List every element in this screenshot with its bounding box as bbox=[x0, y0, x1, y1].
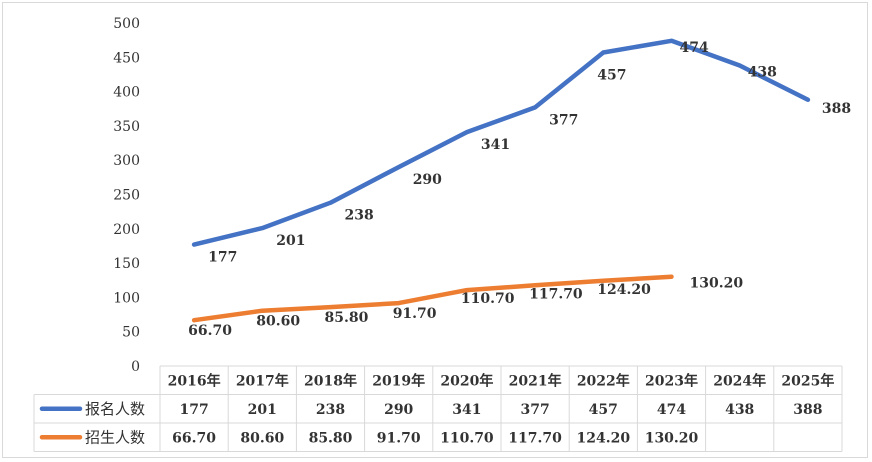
y-tick-label: 100 bbox=[113, 290, 140, 306]
table-header-cell: 2025年 bbox=[781, 372, 834, 389]
table-value-cell: 117.70 bbox=[508, 430, 562, 446]
table-value-cell: 388 bbox=[793, 402, 822, 418]
data-label: 388 bbox=[822, 101, 851, 117]
table-value-cell: 124.20 bbox=[577, 430, 631, 446]
table-value-cell: 110.70 bbox=[440, 430, 494, 446]
table-header-cell: 2023年 bbox=[645, 372, 698, 389]
data-label: 238 bbox=[345, 208, 374, 224]
data-table: 2016年 2017年 2018年 2019年 2020年 2021年 2022年 2023年… bbox=[33, 365, 843, 452]
table-header-cell: 2018年 bbox=[304, 372, 357, 389]
data-label: 117.70 bbox=[529, 286, 583, 302]
table-header-cell: 2016年 bbox=[168, 372, 221, 389]
table-value-cell: 290 bbox=[384, 402, 413, 418]
series-lines bbox=[191, 38, 811, 323]
data-label: 377 bbox=[549, 112, 578, 128]
data-label: 290 bbox=[413, 172, 442, 188]
table-value-cell: 474 bbox=[657, 402, 686, 418]
table-header-cell: 2020年 bbox=[440, 372, 493, 389]
data-label: 130.20 bbox=[690, 276, 744, 292]
data-label: 85.80 bbox=[325, 310, 369, 326]
legend-series-name: 招生人数 bbox=[85, 428, 145, 446]
data-label: 110.70 bbox=[461, 291, 515, 307]
table-value-cell: 80.60 bbox=[240, 430, 284, 446]
table-value-cell: 85.80 bbox=[309, 430, 353, 446]
y-tick-label: 400 bbox=[113, 85, 140, 101]
data-label: 474 bbox=[680, 40, 709, 56]
data-label: 177 bbox=[208, 250, 237, 266]
series-line-2 bbox=[191, 274, 674, 323]
y-axis: 0 50 100 150 200 250 300 350 400 450 500 bbox=[113, 16, 140, 375]
table-header-cell: 2021年 bbox=[509, 372, 562, 389]
y-tick-label: 200 bbox=[113, 222, 140, 238]
table-value-cell: 457 bbox=[589, 402, 618, 418]
y-tick-label: 50 bbox=[122, 325, 140, 341]
table-header-cell: 2022年 bbox=[577, 372, 630, 389]
table-value-cell: 377 bbox=[520, 402, 549, 418]
y-tick-label: 350 bbox=[113, 119, 140, 135]
table-value-cell: 201 bbox=[248, 402, 277, 418]
table-value-cell: 177 bbox=[179, 402, 208, 418]
data-label: 457 bbox=[597, 67, 626, 83]
table-value-cell: 66.70 bbox=[172, 430, 216, 446]
y-tick-label: 150 bbox=[113, 256, 140, 272]
data-label: 341 bbox=[481, 137, 510, 153]
series-line-1 bbox=[191, 38, 811, 247]
table-value-cell: 341 bbox=[452, 402, 481, 418]
y-tick-label: 0 bbox=[131, 359, 140, 375]
y-tick-label: 500 bbox=[113, 16, 140, 32]
legend-series-name: 报名人数 bbox=[85, 400, 145, 418]
data-label: 91.70 bbox=[393, 306, 437, 322]
data-label: 80.60 bbox=[256, 314, 300, 330]
table-header-cell: 2017年 bbox=[236, 372, 289, 389]
table-value-cell: 91.70 bbox=[377, 430, 421, 446]
data-labels: 177 201 238 290 341 377 457 474 438 388 66.70 80.60… bbox=[188, 40, 851, 339]
data-label: 124.20 bbox=[597, 282, 651, 298]
table-value-cell: 238 bbox=[316, 402, 345, 418]
data-label: 438 bbox=[748, 65, 777, 81]
data-label: 201 bbox=[276, 233, 305, 249]
table-value-cell: 438 bbox=[725, 402, 754, 418]
table-header-cell: 2019年 bbox=[372, 372, 425, 389]
y-tick-label: 450 bbox=[113, 50, 140, 66]
data-label: 66.70 bbox=[188, 323, 232, 339]
y-tick-label: 250 bbox=[113, 188, 140, 204]
y-tick-label: 300 bbox=[113, 153, 140, 169]
table-header-cell: 2024年 bbox=[713, 372, 766, 389]
table-value-cell: 130.20 bbox=[645, 430, 699, 446]
